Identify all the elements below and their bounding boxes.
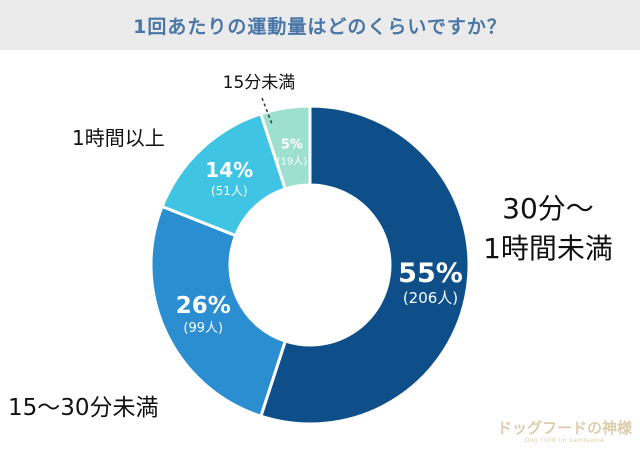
category-label-0-line-1: 1時間未満 [483,232,613,265]
slice-0 [258,104,471,426]
category-label-2: 1時間以上 [72,126,165,150]
category-label-1: 15〜30分未満 [8,395,159,421]
chart-title: 1回あたりの運動量はどのくらいですか？ [133,15,507,38]
slice-percent-1: 26% [176,293,231,319]
slice-percent-3: 5% [281,137,303,152]
slice-percent-2: 14% [205,158,253,182]
category-label-0-line-0: 30分〜 [502,192,594,225]
category-label-3: 15分未満 [223,73,296,93]
slice-count-2: (51人) [211,184,248,198]
slice-count-0: (206人) [403,289,458,307]
slice-count-3: (19人) [277,155,308,167]
slice-1 [149,204,288,419]
slice-3 [258,104,312,191]
watermark-sub: Dog food no kamisama [524,437,605,444]
chart-header: 1回あたりの運動量はどのくらいですか？ [0,0,640,50]
watermark-text: ドッグフードの神様 [496,419,632,437]
site-logo-watermark: ドッグフードの神様 Dog food no kamisama [497,421,632,444]
slice-percent-0: 55% [398,258,463,289]
leader-line [261,97,273,125]
slice-count-1: (99人) [183,321,223,336]
